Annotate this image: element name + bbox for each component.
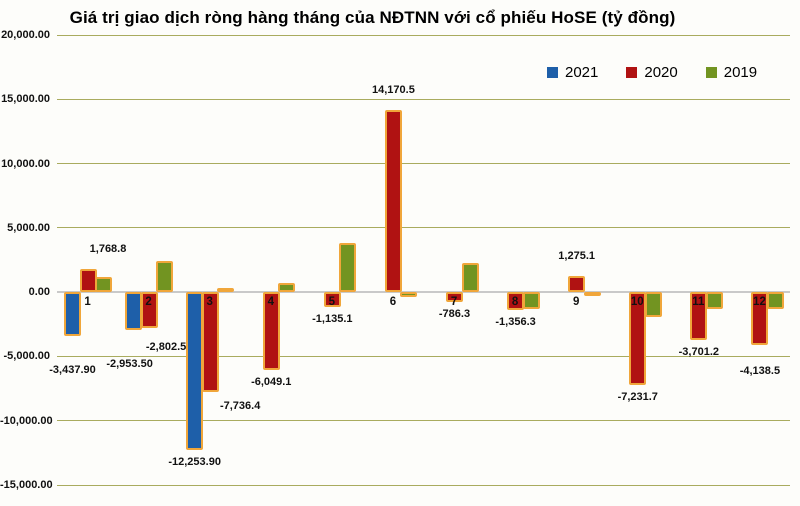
y-tick-label: 15,000.00 (1, 93, 50, 106)
y-tick-label: 5,000.00 (7, 221, 50, 234)
bar-2020-month-7 (446, 292, 463, 303)
x-category-label-10: 10 (630, 296, 644, 309)
x-category-label-12: 12 (753, 296, 766, 309)
bar-2019-month-6 (400, 292, 418, 298)
bar-2019-month-12 (766, 292, 784, 310)
chart-legend: 2021 2020 2019 (547, 64, 757, 81)
bar-2019-month-7 (461, 262, 479, 293)
legend-item-2021: 2021 (547, 64, 598, 81)
legend-swatch-icon (626, 67, 638, 78)
gridline (57, 227, 790, 229)
data-label-2020-month-11: -3,701.2 (678, 345, 720, 358)
bar-2019-month-10 (644, 292, 662, 317)
gridline (57, 98, 790, 100)
gridline (57, 420, 790, 422)
bar-2019-month-4 (278, 283, 296, 293)
data-label-2020-month-10: -7,231.7 (617, 391, 658, 404)
x-category-label-3: 3 (206, 296, 213, 309)
legend-swatch-icon (705, 67, 717, 78)
gridline (57, 163, 790, 165)
x-category-label-5: 5 (328, 296, 336, 309)
bar-2020-month-6 (384, 109, 402, 293)
bar-2019-month-3 (217, 287, 235, 293)
y-tick-label: -5,000.00 (3, 350, 50, 363)
legend-label: 2021 (565, 64, 599, 81)
bar-2019-month-9 (583, 292, 601, 297)
x-category-label-8: 8 (511, 296, 519, 309)
x-category-label-11: 11 (692, 296, 705, 309)
x-category-label-6: 6 (389, 296, 397, 309)
data-label-2020-month-4: -6,049.1 (251, 375, 292, 388)
gridline (57, 484, 790, 486)
x-category-label-7: 7 (450, 296, 458, 309)
legend-item-2019: 2019 (705, 64, 758, 81)
x-category-label-4: 4 (267, 296, 274, 309)
chart-title: Giá trị giao dịch ròng hàng tháng của NĐ… (69, 8, 676, 27)
bar-2019-month-11 (705, 292, 723, 309)
bar-2021-month-3 (186, 292, 204, 450)
legend-swatch-icon (547, 67, 558, 78)
gridline (57, 34, 790, 36)
legend-label: 2020 (644, 64, 678, 81)
gridline (57, 355, 790, 357)
x-category-label-9: 9 (573, 296, 580, 309)
bar-2020-month-11 (690, 292, 708, 340)
bar-2020-month-1 (79, 269, 97, 293)
bar-2019-month-2 (156, 261, 174, 293)
data-label-2020-month-2: -2,802.5 (145, 341, 187, 354)
bar-2019-month-1 (95, 277, 112, 293)
data-label-2020-month-12: -4,138.5 (739, 365, 781, 378)
data-label-2021-month-1: -3,437.90 (49, 364, 96, 377)
bar-2020-month-3 (201, 292, 219, 392)
bar-2021-month-1 (64, 292, 81, 337)
bar-2020-month-12 (751, 292, 769, 346)
data-label-2021-month-3: -12,253.90 (168, 455, 221, 468)
zero-axis-line (57, 291, 790, 294)
bar-2020-month-5 (323, 292, 341, 307)
y-tick-label: -10,000.00 (0, 414, 53, 427)
data-label-2020-month-5: -1,135.1 (312, 312, 353, 325)
bar-2019-month-5 (339, 243, 357, 293)
y-tick-label: 0.00 (28, 286, 50, 299)
data-label-2021-month-2: -2,953.50 (106, 358, 153, 371)
y-tick-label: 10,000.00 (1, 157, 50, 170)
y-tick-label: -15,000.00 (0, 479, 53, 491)
data-label-2020-month-9: 1,275.1 (558, 249, 596, 262)
legend-item-2020: 2020 (626, 64, 678, 81)
legend-label: 2019 (723, 64, 758, 81)
data-label-2020-month-6: 14,170.5 (371, 83, 415, 96)
data-label-2020-month-3: -7,736.4 (219, 399, 261, 412)
x-category-label-2: 2 (145, 296, 152, 309)
y-tick-label: 20,000.00 (1, 29, 50, 41)
bar-2019-month-8 (522, 292, 540, 309)
data-label-2020-month-8: -1,356.3 (495, 315, 536, 328)
data-label-2020-month-7: -786.3 (438, 308, 471, 321)
bar-2020-month-2 (140, 292, 158, 329)
bar-2021-month-2 (125, 292, 143, 331)
bar-2020-month-9 (568, 275, 586, 293)
data-label-2020-month-1: 1,768.8 (89, 243, 127, 256)
bar-2020-month-10 (629, 292, 647, 386)
x-category-label-1: 1 (84, 296, 91, 309)
bar-2020-month-4 (262, 292, 280, 370)
